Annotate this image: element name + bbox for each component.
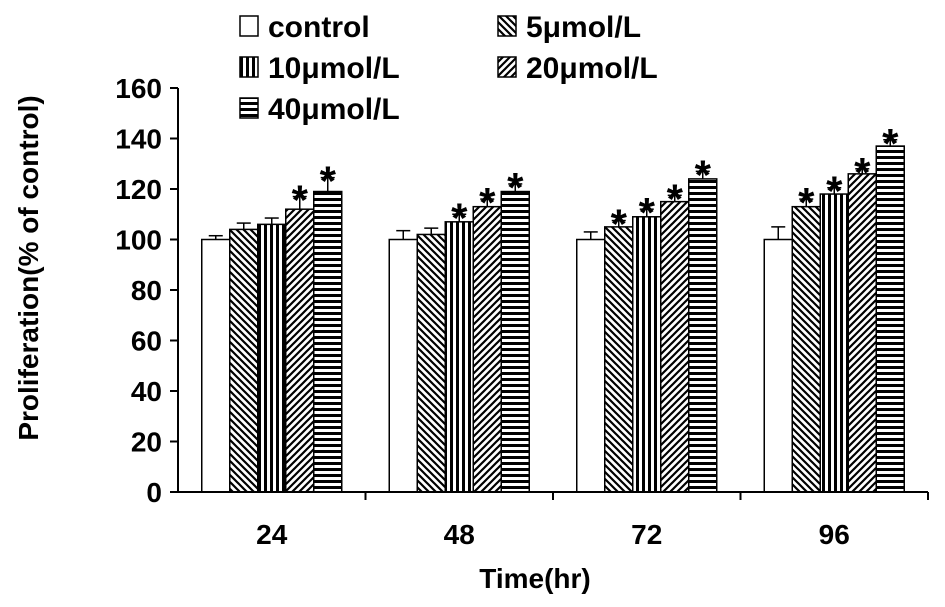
bars: * ** * ** * *** * ** bbox=[201, 120, 905, 493]
y-tick-label: 140 bbox=[115, 124, 162, 155]
significance-marker: * bbox=[854, 149, 871, 196]
y-axis-label: Proliferation(% of control) bbox=[13, 95, 44, 440]
bar bbox=[257, 223, 287, 493]
legend: control 5μmol/L 10μmol/L 20μmol/L 40μmol/L bbox=[239, 11, 658, 126]
bar bbox=[201, 238, 231, 493]
legend-swatch bbox=[239, 56, 259, 78]
y-tick-label: 60 bbox=[131, 326, 162, 357]
significance-marker: * bbox=[292, 177, 309, 224]
bar bbox=[444, 221, 474, 493]
legend-label: 10μmol/L bbox=[268, 52, 400, 85]
x-tick-label: 72 bbox=[631, 519, 662, 550]
significance-marker: * bbox=[639, 189, 656, 236]
x-axis: 24 48 72 96 bbox=[178, 491, 929, 550]
bar bbox=[576, 238, 606, 493]
significance-marker: * bbox=[882, 120, 899, 167]
bar bbox=[847, 173, 877, 493]
bar bbox=[472, 205, 502, 493]
bar bbox=[791, 205, 821, 493]
x-tick-label: 48 bbox=[444, 519, 475, 550]
x-tick-label: 24 bbox=[256, 519, 288, 550]
significance-marker: * bbox=[667, 175, 684, 222]
legend-swatch bbox=[239, 97, 259, 119]
y-tick-label: 80 bbox=[131, 275, 162, 306]
bar bbox=[632, 216, 662, 493]
y-tick-label: 100 bbox=[115, 225, 162, 256]
bar bbox=[500, 190, 530, 493]
legend-label: 5μmol/L bbox=[526, 11, 641, 44]
legend-label: 40μmol/L bbox=[268, 93, 400, 126]
y-tick-label: 40 bbox=[131, 376, 162, 407]
legend-label: 20μmol/L bbox=[526, 52, 658, 85]
legend-label: control bbox=[268, 11, 370, 44]
legend-swatch bbox=[239, 15, 259, 37]
bar bbox=[416, 233, 446, 493]
significance-marker: * bbox=[695, 151, 712, 198]
bar bbox=[875, 145, 905, 493]
bar bbox=[688, 178, 718, 493]
significance-marker: * bbox=[826, 168, 843, 215]
significance-marker: * bbox=[451, 194, 468, 241]
significance-marker: * bbox=[611, 201, 628, 248]
y-tick-label: 20 bbox=[131, 427, 162, 458]
bar bbox=[604, 226, 634, 493]
y-tick-label: 120 bbox=[115, 174, 162, 205]
legend-swatch bbox=[497, 56, 517, 78]
bar bbox=[660, 200, 690, 493]
y-tick-label: 0 bbox=[146, 477, 162, 508]
significance-marker: * bbox=[798, 179, 815, 226]
bar bbox=[388, 238, 418, 493]
bar bbox=[229, 228, 259, 493]
significance-marker: * bbox=[507, 164, 524, 211]
y-axis: 0 20 40 60 80 100 120 140 160 bbox=[115, 73, 179, 508]
legend-swatch bbox=[497, 15, 517, 37]
significance-marker: * bbox=[320, 158, 337, 205]
bar bbox=[763, 238, 793, 493]
bar bbox=[819, 193, 849, 493]
significance-marker: * bbox=[479, 179, 496, 226]
bar bbox=[285, 208, 315, 493]
y-tick-label: 160 bbox=[115, 73, 162, 104]
x-axis-label: Time(hr) bbox=[479, 563, 591, 594]
bar bbox=[313, 190, 343, 493]
x-tick-label: 96 bbox=[819, 519, 850, 550]
